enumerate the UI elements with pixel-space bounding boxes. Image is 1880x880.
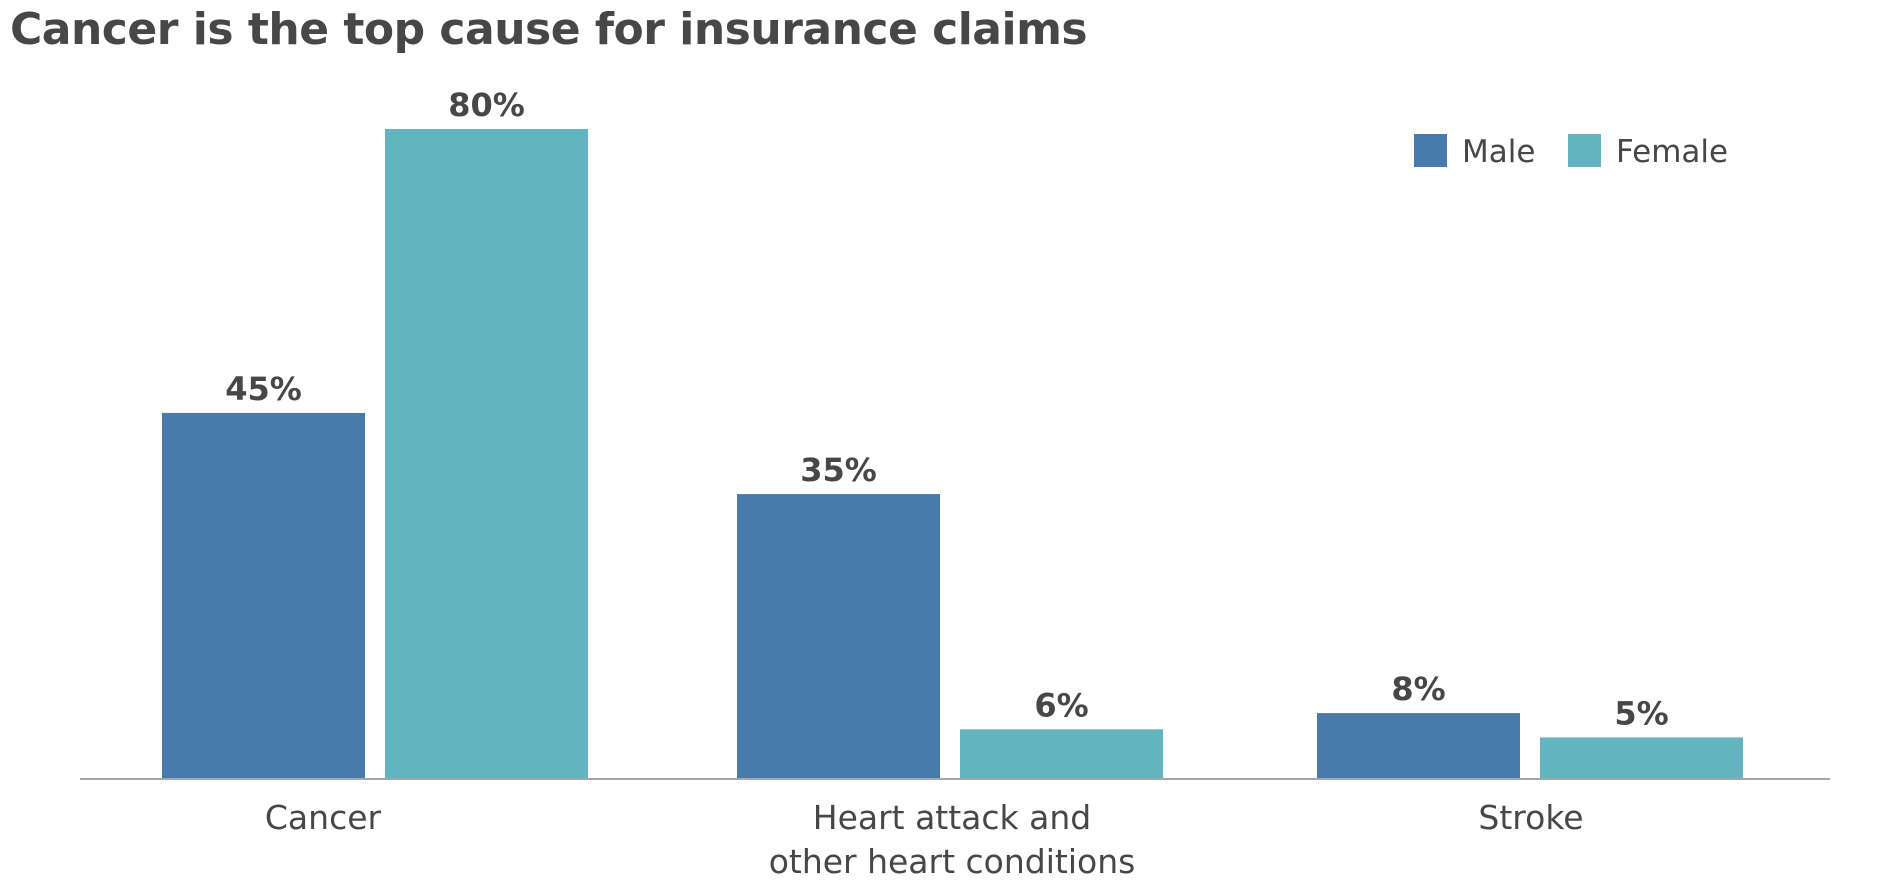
chart-title: Cancer is the top cause for insurance cl… xyxy=(10,4,1088,55)
x-tick-label-1: Heart attack and other heart conditions xyxy=(769,798,1136,880)
data-label-male-0: 45% xyxy=(225,370,302,408)
x-tick-labels-group: Cancer Heart attack and other heart condit… xyxy=(265,798,1584,880)
data-label-male-1: 35% xyxy=(800,451,877,489)
data-label-female-0: 80% xyxy=(448,86,525,124)
data-label-female-2: 5% xyxy=(1614,694,1668,732)
data-label-male-2: 8% xyxy=(1391,670,1445,708)
bar-male-2 xyxy=(1317,713,1520,778)
bar-female-1 xyxy=(960,729,1163,778)
x-tick-label-0: Cancer xyxy=(265,798,382,837)
bar-male-1 xyxy=(737,494,940,778)
bar-male-0 xyxy=(162,412,365,778)
legend-swatch-male xyxy=(1414,134,1447,167)
data-label-female-1: 6% xyxy=(1034,686,1088,724)
legend: Male Female xyxy=(1414,134,1728,170)
bars-group xyxy=(162,129,1743,778)
legend-label-male: Male xyxy=(1462,134,1535,170)
data-labels-group: 45% 35% 8% 80% 6% 5% xyxy=(225,86,1668,732)
bar-female-2 xyxy=(1540,737,1743,778)
legend-label-female: Female xyxy=(1616,134,1728,170)
bar-female-0 xyxy=(385,129,588,778)
legend-swatch-female xyxy=(1568,134,1601,167)
x-tick-label-2: Stroke xyxy=(1478,798,1583,837)
